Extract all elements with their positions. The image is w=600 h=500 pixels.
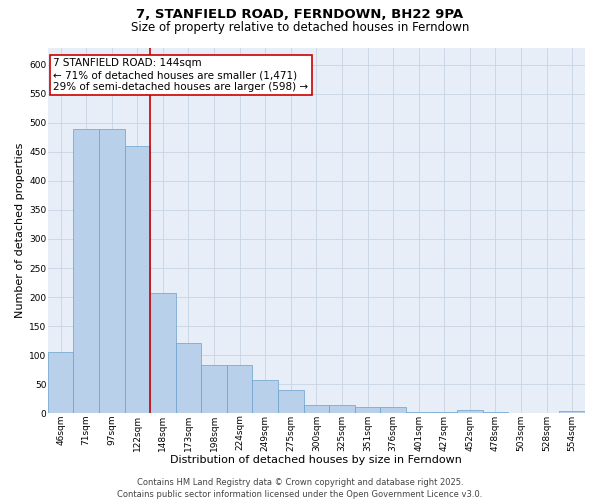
Text: 7, STANFIELD ROAD, FERNDOWN, BH22 9PA: 7, STANFIELD ROAD, FERNDOWN, BH22 9PA [136,8,464,20]
Text: Contains HM Land Registry data © Crown copyright and database right 2025.
Contai: Contains HM Land Registry data © Crown c… [118,478,482,499]
X-axis label: Distribution of detached houses by size in Ferndown: Distribution of detached houses by size … [170,455,463,465]
Bar [278,390,304,413]
Bar [355,408,380,413]
Bar [73,128,99,413]
Bar [150,293,176,413]
Bar [482,412,508,413]
Bar [176,343,201,413]
Bar [201,366,227,413]
Bar [304,405,329,413]
Bar [380,406,406,413]
Bar [559,410,585,413]
Y-axis label: Number of detached properties: Number of detached properties [15,142,25,318]
Bar [48,352,73,413]
Bar [227,366,253,413]
Bar [99,128,125,413]
Bar [125,146,150,413]
Text: Size of property relative to detached houses in Ferndown: Size of property relative to detached ho… [131,21,469,34]
Bar [431,412,457,413]
Text: 7 STANFIELD ROAD: 144sqm
← 71% of detached houses are smaller (1,471)
29% of sem: 7 STANFIELD ROAD: 144sqm ← 71% of detach… [53,58,308,92]
Bar [406,412,431,413]
Bar [253,380,278,413]
Bar [457,410,482,413]
Bar [329,405,355,413]
